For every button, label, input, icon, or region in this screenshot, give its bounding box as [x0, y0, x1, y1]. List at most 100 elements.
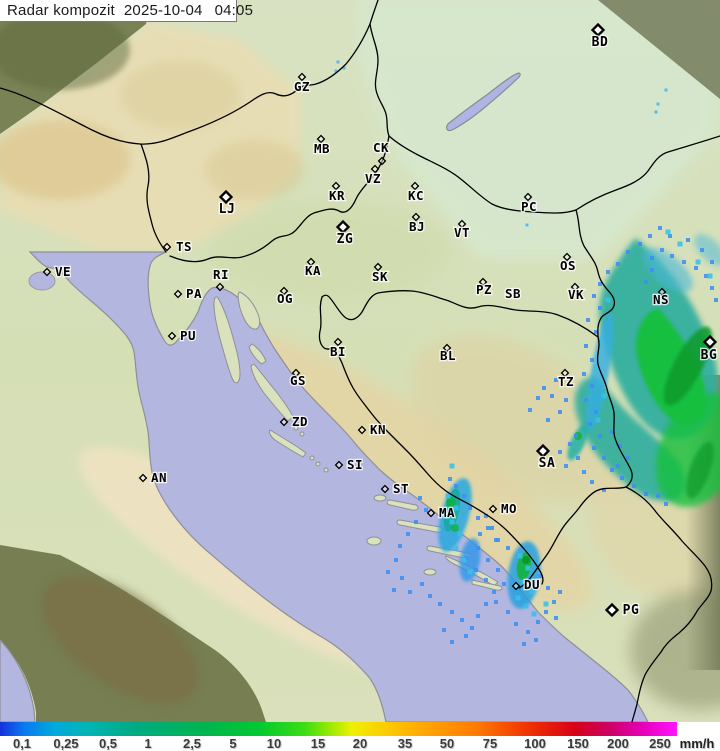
echo-speck-blue [502, 582, 506, 586]
echo-speck-blue [450, 640, 454, 644]
echo-speck-cyan [523, 603, 529, 609]
echo-speck-cyan [449, 519, 455, 525]
city-diamond-PC [523, 192, 533, 202]
station-label-PZ: PZ [476, 282, 492, 297]
echo-speck-blue [536, 620, 540, 624]
echo-speck-blue [650, 268, 654, 272]
city-diamond-VE [42, 267, 52, 277]
echo-speck-blue [484, 602, 488, 606]
city-diamond-VT [457, 219, 467, 229]
city-diamond-TS [162, 242, 172, 252]
station-DU: DU [511, 576, 541, 593]
echo-speck-blue [592, 446, 596, 450]
echo-speck-blue [454, 484, 458, 488]
station-OG: OG [276, 286, 294, 307]
echo-speck-blue [450, 610, 454, 614]
echo-speck-cyan [461, 557, 467, 563]
echo-speck-blue [474, 568, 478, 572]
echo-speck-cyan [677, 241, 683, 247]
city-diamond-KC [410, 181, 420, 191]
echo-speck-blue [552, 600, 556, 604]
station-label-VT: VT [454, 225, 470, 240]
station-label-VK: VK [568, 287, 584, 302]
city-diamond-ST [380, 484, 390, 494]
echo-speck-blue [406, 532, 410, 536]
echo-speck-cyan [525, 565, 531, 571]
station-label-ZD: ZD [292, 414, 308, 429]
station-GS: GS [289, 368, 307, 389]
echo-speck-blue [602, 488, 606, 492]
echo-speck-blue [592, 294, 596, 298]
echo-speck-blue [594, 330, 598, 334]
echo-speck-tiny [525, 223, 529, 227]
scale-tick-20: 20 [352, 736, 368, 751]
echo-speck-blue [546, 418, 550, 422]
city-diamond-SK [373, 262, 383, 272]
echo-speck-tiny [342, 66, 346, 70]
terrain-shading [0, 0, 720, 674]
echo-speck-cyan [593, 365, 599, 371]
echo-speck-blue [558, 450, 562, 454]
radar-site-diamond-LJ [218, 189, 234, 205]
echo-speck-blue [438, 602, 442, 606]
radar-site-diamond-BD [590, 22, 606, 38]
station-label-PU: PU [180, 328, 196, 343]
station-label-VE: VE [55, 264, 71, 279]
city-diamond-ZD [279, 417, 289, 427]
echo-speck-blue [606, 270, 610, 274]
echo-speck-cyan [597, 337, 603, 343]
echo-speck-cyan [605, 297, 611, 303]
station-label-SI: SI [347, 457, 363, 472]
city-diamond-AN [138, 473, 148, 483]
city-diamond-BL [442, 343, 452, 353]
station-KN: KN [357, 421, 387, 438]
echo-speck-blue [496, 538, 500, 542]
echo-speck-blue [398, 544, 402, 548]
echo-speck-blue [588, 422, 592, 426]
echo-speck-blue [394, 558, 398, 562]
radar-map: GZ BD MB CK VZ KR KC BJ VT PC LJ ZG TS VE RI PA KA SK OG OS… [0, 0, 720, 722]
echo-speck-blue [650, 256, 654, 260]
station-label-SK: SK [372, 269, 388, 284]
station-TS: TS [162, 238, 193, 255]
echo-speck-blue [686, 238, 690, 242]
echo-speck-blue [618, 444, 622, 448]
station-BG: BG [699, 334, 718, 364]
echo-speck-blue [522, 642, 526, 646]
echo-speck-blue [506, 610, 510, 614]
country-borders [0, 0, 720, 722]
station-VT: VT [453, 219, 471, 241]
city-diamond-KN [357, 425, 367, 435]
echo-speck-blue [424, 508, 428, 512]
station-label-BJ: BJ [409, 219, 425, 234]
echo-speck-blue [464, 634, 468, 638]
echo-speck-blue [448, 477, 452, 481]
echo-speck-blue [468, 506, 472, 510]
echo-speck-blue [694, 266, 698, 270]
station-label-VZ: VZ [365, 171, 381, 186]
city-diamond-GZ [297, 72, 307, 82]
echo-speck-blue [586, 318, 590, 322]
station-BL: BL [439, 343, 457, 364]
echo-speck-blue [386, 570, 390, 574]
station-AN: AN [138, 469, 168, 486]
station-ZD: ZD [279, 413, 309, 430]
rain-rate-colorbar [0, 722, 677, 736]
echo-speck-blue [590, 480, 594, 484]
echo-speck-blue [542, 386, 546, 390]
echo-speck-blue [582, 470, 586, 474]
city-diamond-VZ [370, 164, 380, 174]
station-label-OS: OS [560, 258, 576, 273]
echo-speck-blue [632, 484, 636, 488]
station-label-BI: BI [330, 344, 346, 359]
echo-speck-blue [598, 434, 602, 438]
echo-speck-blue [428, 594, 432, 598]
city-diamond-SI [334, 460, 344, 470]
station-label-KR: KR [329, 188, 345, 203]
station-MA: MA [426, 504, 456, 521]
radar-coverage-boundary [0, 0, 720, 722]
city-diamond-PU [167, 331, 177, 341]
echo-speck-cyan [467, 569, 473, 575]
composite-date: 2025-10-04 [123, 2, 203, 19]
